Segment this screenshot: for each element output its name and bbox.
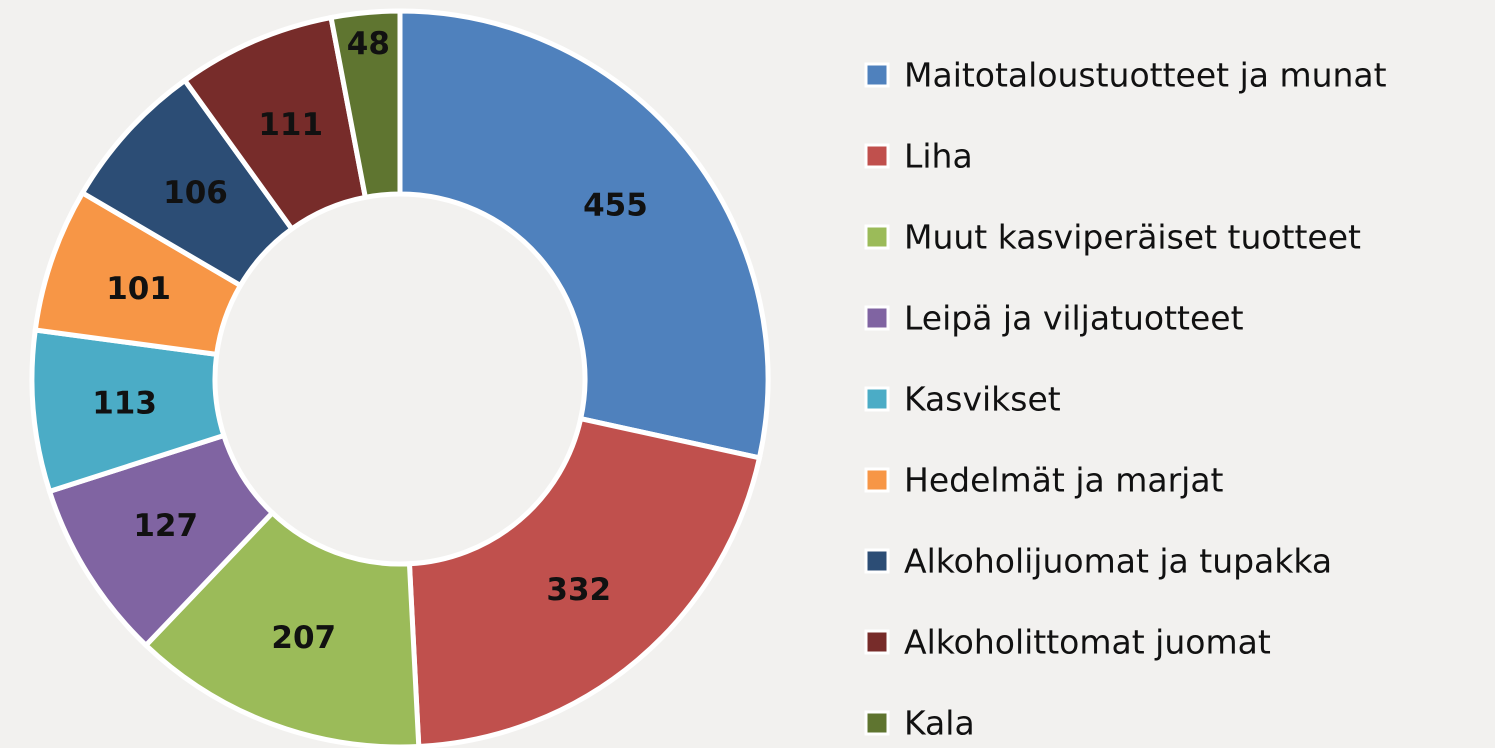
legend-label: Alkoholittomat juomat [904,623,1271,662]
data-label: 106 [163,175,228,211]
legend-label: Kasvikset [904,380,1061,419]
legend-label: Maitotaloustuotteet ja munat [904,56,1387,95]
data-label: 455 [583,188,648,224]
legend-swatch [864,143,890,169]
legend-label: Muut kasviperäiset tuotteet [904,218,1361,257]
legend-label: Hedelmät ja marjat [904,461,1224,500]
data-label: 113 [92,385,157,421]
slice [142,509,422,748]
data-label: 111 [258,107,323,143]
slice [328,8,403,201]
slice [397,8,771,461]
legend-swatch [864,710,890,736]
legend-swatch [864,386,890,412]
legend-swatch [864,467,890,493]
data-label: 207 [271,620,336,656]
legend-swatch [864,224,890,250]
legend-swatch [864,62,890,88]
legend-swatch [864,629,890,655]
legend-label: Kala [904,704,975,743]
data-label: 48 [347,26,390,62]
legend-label: Alkoholijuomat ja tupakka [904,542,1332,581]
legend-swatch [864,305,890,331]
legend-label: Leipä ja viljatuotteet [904,299,1244,338]
legend-swatch [864,548,890,574]
data-label: 127 [133,508,198,544]
data-label: 332 [546,572,611,608]
slice [406,415,763,748]
legend-label: Liha [904,137,973,176]
data-label: 101 [106,271,171,307]
